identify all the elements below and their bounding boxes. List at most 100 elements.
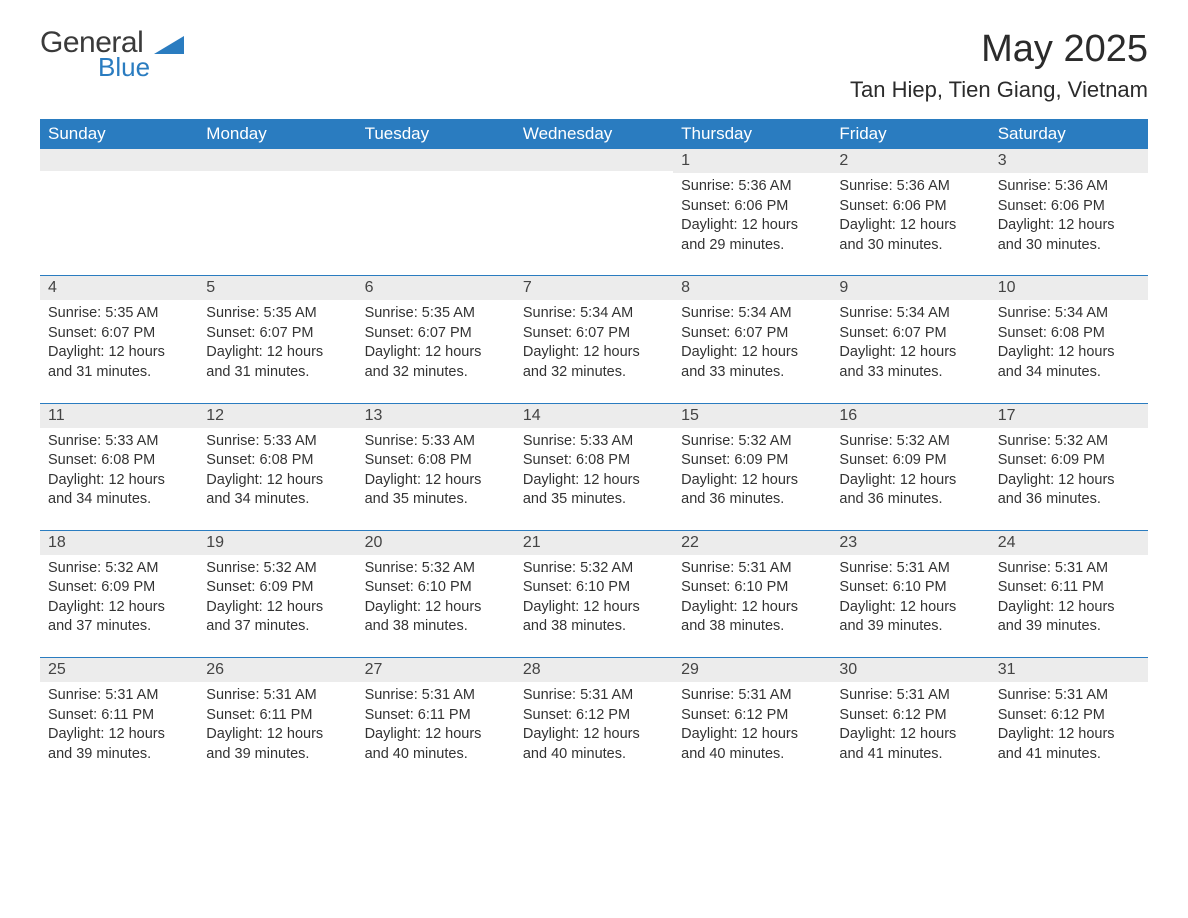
day-header: Wednesday: [515, 119, 673, 149]
sunrise-text: Sunrise: 5:31 AM: [523, 686, 665, 706]
sunset-text: Sunset: 6:11 PM: [365, 706, 507, 726]
day-number: 26: [198, 658, 356, 682]
day-details: Sunrise: 5:34 AMSunset: 6:07 PMDaylight:…: [515, 300, 673, 402]
day-header: Tuesday: [357, 119, 515, 149]
sunrise-text: Sunrise: 5:36 AM: [839, 177, 981, 197]
calendar-day-cell: 28Sunrise: 5:31 AMSunset: 6:12 PMDayligh…: [515, 658, 673, 785]
location-label: Tan Hiep, Tien Giang, Vietnam: [850, 77, 1148, 103]
sunset-text: Sunset: 6:09 PM: [839, 451, 981, 471]
sunset-text: Sunset: 6:11 PM: [998, 578, 1140, 598]
sunset-text: Sunset: 6:07 PM: [523, 324, 665, 344]
sunrise-text: Sunrise: 5:33 AM: [365, 432, 507, 452]
day-number: 4: [40, 276, 198, 300]
day-number: 14: [515, 404, 673, 428]
calendar-day-cell: [515, 149, 673, 276]
calendar-week-row: 25Sunrise: 5:31 AMSunset: 6:11 PMDayligh…: [40, 658, 1148, 785]
day-details: Sunrise: 5:31 AMSunset: 6:11 PMDaylight:…: [198, 682, 356, 784]
sunset-text: Sunset: 6:12 PM: [681, 706, 823, 726]
day-details: Sunrise: 5:32 AMSunset: 6:09 PMDaylight:…: [673, 428, 831, 530]
calendar-day-cell: 16Sunrise: 5:32 AMSunset: 6:09 PMDayligh…: [831, 403, 989, 530]
daylight-text: Daylight: 12 hours and 33 minutes.: [839, 343, 981, 382]
sunrise-text: Sunrise: 5:32 AM: [998, 432, 1140, 452]
day-number: 5: [198, 276, 356, 300]
daylight-text: Daylight: 12 hours and 37 minutes.: [206, 598, 348, 637]
sunrise-text: Sunrise: 5:31 AM: [839, 686, 981, 706]
day-number: 16: [831, 404, 989, 428]
daylight-text: Daylight: 12 hours and 38 minutes.: [365, 598, 507, 637]
daylight-text: Daylight: 12 hours and 39 minutes.: [839, 598, 981, 637]
daylight-text: Daylight: 12 hours and 39 minutes.: [206, 725, 348, 764]
day-number: 27: [357, 658, 515, 682]
sunrise-text: Sunrise: 5:31 AM: [998, 686, 1140, 706]
sunrise-text: Sunrise: 5:32 AM: [206, 559, 348, 579]
day-details: Sunrise: 5:33 AMSunset: 6:08 PMDaylight:…: [515, 428, 673, 530]
day-details: Sunrise: 5:31 AMSunset: 6:10 PMDaylight:…: [673, 555, 831, 657]
day-details: [515, 171, 673, 263]
day-details: Sunrise: 5:36 AMSunset: 6:06 PMDaylight:…: [990, 173, 1148, 275]
day-number: [40, 149, 198, 171]
calendar-header-row: Sunday Monday Tuesday Wednesday Thursday…: [40, 119, 1148, 149]
title-block: May 2025 Tan Hiep, Tien Giang, Vietnam: [850, 28, 1148, 113]
sunrise-text: Sunrise: 5:31 AM: [998, 559, 1140, 579]
day-number: [198, 149, 356, 171]
calendar-day-cell: 3Sunrise: 5:36 AMSunset: 6:06 PMDaylight…: [990, 149, 1148, 276]
daylight-text: Daylight: 12 hours and 35 minutes.: [523, 471, 665, 510]
daylight-text: Daylight: 12 hours and 36 minutes.: [839, 471, 981, 510]
sunset-text: Sunset: 6:12 PM: [839, 706, 981, 726]
calendar-day-cell: 20Sunrise: 5:32 AMSunset: 6:10 PMDayligh…: [357, 530, 515, 657]
daylight-text: Daylight: 12 hours and 30 minutes.: [998, 216, 1140, 255]
brand-word-2: Blue: [98, 54, 150, 80]
day-number: 17: [990, 404, 1148, 428]
month-title: May 2025: [850, 28, 1148, 71]
daylight-text: Daylight: 12 hours and 39 minutes.: [998, 598, 1140, 637]
day-number: 10: [990, 276, 1148, 300]
day-number: 29: [673, 658, 831, 682]
daylight-text: Daylight: 12 hours and 36 minutes.: [681, 471, 823, 510]
calendar-day-cell: [198, 149, 356, 276]
sunrise-text: Sunrise: 5:31 AM: [681, 559, 823, 579]
day-details: Sunrise: 5:32 AMSunset: 6:09 PMDaylight:…: [831, 428, 989, 530]
day-details: Sunrise: 5:34 AMSunset: 6:07 PMDaylight:…: [831, 300, 989, 402]
brand-logo: General Blue: [40, 28, 188, 80]
daylight-text: Daylight: 12 hours and 40 minutes.: [681, 725, 823, 764]
day-details: Sunrise: 5:31 AMSunset: 6:12 PMDaylight:…: [515, 682, 673, 784]
calendar-day-cell: 26Sunrise: 5:31 AMSunset: 6:11 PMDayligh…: [198, 658, 356, 785]
sunset-text: Sunset: 6:12 PM: [523, 706, 665, 726]
day-details: Sunrise: 5:33 AMSunset: 6:08 PMDaylight:…: [40, 428, 198, 530]
sunset-text: Sunset: 6:07 PM: [48, 324, 190, 344]
sunrise-text: Sunrise: 5:32 AM: [681, 432, 823, 452]
sunrise-text: Sunrise: 5:31 AM: [206, 686, 348, 706]
sunset-text: Sunset: 6:09 PM: [681, 451, 823, 471]
day-number: 23: [831, 531, 989, 555]
sunrise-text: Sunrise: 5:33 AM: [48, 432, 190, 452]
calendar-day-cell: 11Sunrise: 5:33 AMSunset: 6:08 PMDayligh…: [40, 403, 198, 530]
calendar-day-cell: [357, 149, 515, 276]
day-details: Sunrise: 5:35 AMSunset: 6:07 PMDaylight:…: [198, 300, 356, 402]
sunset-text: Sunset: 6:10 PM: [365, 578, 507, 598]
sunset-text: Sunset: 6:10 PM: [839, 578, 981, 598]
day-number: 28: [515, 658, 673, 682]
sunset-text: Sunset: 6:08 PM: [365, 451, 507, 471]
calendar-day-cell: 2Sunrise: 5:36 AMSunset: 6:06 PMDaylight…: [831, 149, 989, 276]
calendar-day-cell: 19Sunrise: 5:32 AMSunset: 6:09 PMDayligh…: [198, 530, 356, 657]
calendar-day-cell: 9Sunrise: 5:34 AMSunset: 6:07 PMDaylight…: [831, 276, 989, 403]
day-details: Sunrise: 5:31 AMSunset: 6:11 PMDaylight:…: [40, 682, 198, 784]
sunrise-text: Sunrise: 5:32 AM: [523, 559, 665, 579]
sunset-text: Sunset: 6:10 PM: [523, 578, 665, 598]
daylight-text: Daylight: 12 hours and 31 minutes.: [206, 343, 348, 382]
sunset-text: Sunset: 6:09 PM: [48, 578, 190, 598]
day-details: Sunrise: 5:31 AMSunset: 6:10 PMDaylight:…: [831, 555, 989, 657]
day-details: Sunrise: 5:35 AMSunset: 6:07 PMDaylight:…: [40, 300, 198, 402]
day-details: [198, 171, 356, 263]
day-number: 21: [515, 531, 673, 555]
day-details: Sunrise: 5:32 AMSunset: 6:10 PMDaylight:…: [515, 555, 673, 657]
calendar-day-cell: 12Sunrise: 5:33 AMSunset: 6:08 PMDayligh…: [198, 403, 356, 530]
daylight-text: Daylight: 12 hours and 36 minutes.: [998, 471, 1140, 510]
day-details: Sunrise: 5:33 AMSunset: 6:08 PMDaylight:…: [357, 428, 515, 530]
sunset-text: Sunset: 6:08 PM: [48, 451, 190, 471]
calendar-day-cell: 22Sunrise: 5:31 AMSunset: 6:10 PMDayligh…: [673, 530, 831, 657]
day-number: 15: [673, 404, 831, 428]
sunset-text: Sunset: 6:07 PM: [839, 324, 981, 344]
daylight-text: Daylight: 12 hours and 33 minutes.: [681, 343, 823, 382]
calendar-day-cell: 5Sunrise: 5:35 AMSunset: 6:07 PMDaylight…: [198, 276, 356, 403]
